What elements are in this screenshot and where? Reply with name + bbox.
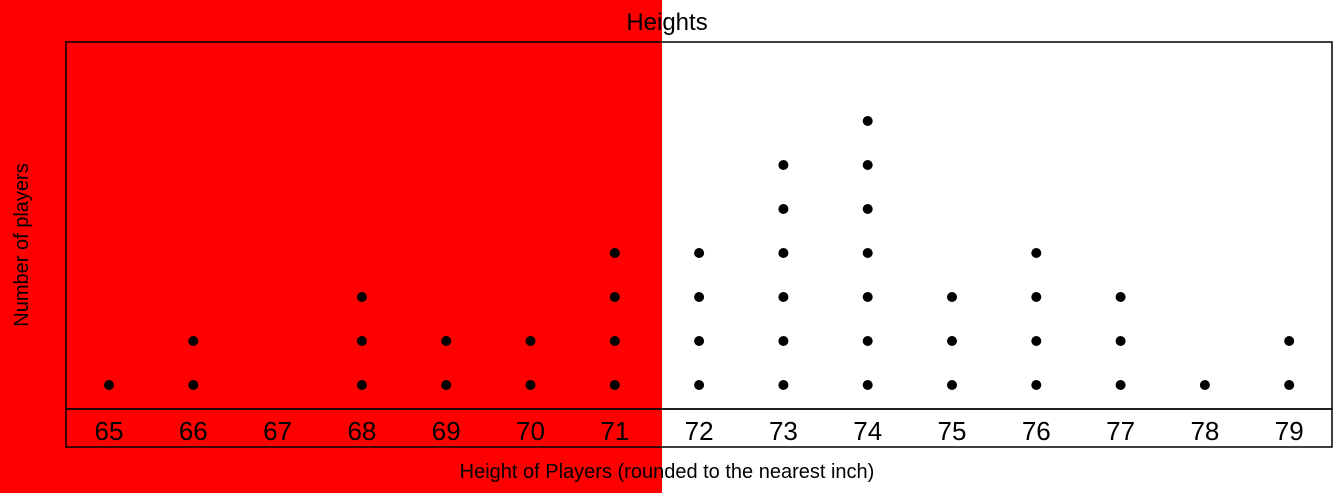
dots-layer <box>104 116 1295 390</box>
data-dot <box>947 380 957 390</box>
data-dot <box>862 292 873 302</box>
x-tick-label: 77 <box>1106 416 1135 446</box>
x-tick-label: 75 <box>938 416 967 446</box>
data-dot <box>862 380 873 390</box>
data-dot <box>441 380 452 390</box>
data-dot <box>947 336 957 346</box>
data-dot <box>609 380 620 390</box>
data-dot <box>1031 380 1042 390</box>
data-dot <box>356 380 367 390</box>
x-tick-label: 71 <box>600 416 629 446</box>
plot-frame <box>65 41 1333 410</box>
data-dot <box>694 380 705 390</box>
x-tick-label: 68 <box>347 416 376 446</box>
data-dot <box>694 248 705 258</box>
x-tick-label: 69 <box>432 416 461 446</box>
x-tick-label: 78 <box>1190 416 1219 446</box>
data-dot <box>1031 292 1042 302</box>
chart-title: Heights <box>626 9 707 36</box>
data-dot <box>525 380 536 390</box>
data-dot <box>694 336 705 346</box>
data-dot <box>1115 336 1126 346</box>
data-dot <box>1199 380 1210 390</box>
data-dot <box>862 248 873 258</box>
x-tick-label: 79 <box>1275 416 1304 446</box>
data-dot <box>778 380 789 390</box>
x-tick-label: 76 <box>1022 416 1051 446</box>
x-tick-label: 65 <box>95 416 124 446</box>
data-dot <box>778 248 789 258</box>
data-dot <box>1115 380 1126 390</box>
x-tick-label: 74 <box>853 416 882 446</box>
data-dot <box>1031 248 1042 258</box>
x-tick-label: 72 <box>685 416 714 446</box>
data-dot <box>947 292 957 302</box>
data-dot <box>104 380 114 390</box>
data-dot <box>862 336 873 346</box>
data-dot <box>441 336 452 346</box>
data-dot <box>1115 292 1126 302</box>
data-dot <box>188 380 199 390</box>
data-dot <box>862 116 873 126</box>
x-tick-label: 70 <box>516 416 545 446</box>
x-axis-label: Height of Players (rounded to the neares… <box>460 461 875 483</box>
data-dot <box>778 204 789 214</box>
data-dot <box>525 336 536 346</box>
x-tick-label: 67 <box>263 416 292 446</box>
data-dot <box>778 292 789 302</box>
data-dot <box>778 160 789 170</box>
x-tick-label: 66 <box>179 416 208 446</box>
data-dot <box>609 248 620 258</box>
data-dot <box>609 336 620 346</box>
tick-label-band <box>65 408 1333 448</box>
data-dot <box>1284 380 1295 390</box>
data-dot <box>188 336 199 346</box>
y-axis-label: Number of players <box>11 163 33 326</box>
data-dot <box>1284 336 1295 346</box>
data-dot <box>862 204 873 214</box>
data-dot <box>1031 336 1042 346</box>
data-dot <box>862 160 873 170</box>
data-dot <box>778 336 789 346</box>
red-overlay <box>0 0 662 493</box>
data-dot <box>356 336 367 346</box>
tick-labels: 65 66 67 68 69 70 71 72 73 74 75 76 77 78 79 <box>95 416 1304 446</box>
x-tick-label: 73 <box>769 416 798 446</box>
data-dot <box>694 292 705 302</box>
data-dot <box>356 292 367 302</box>
data-dot <box>609 292 620 302</box>
